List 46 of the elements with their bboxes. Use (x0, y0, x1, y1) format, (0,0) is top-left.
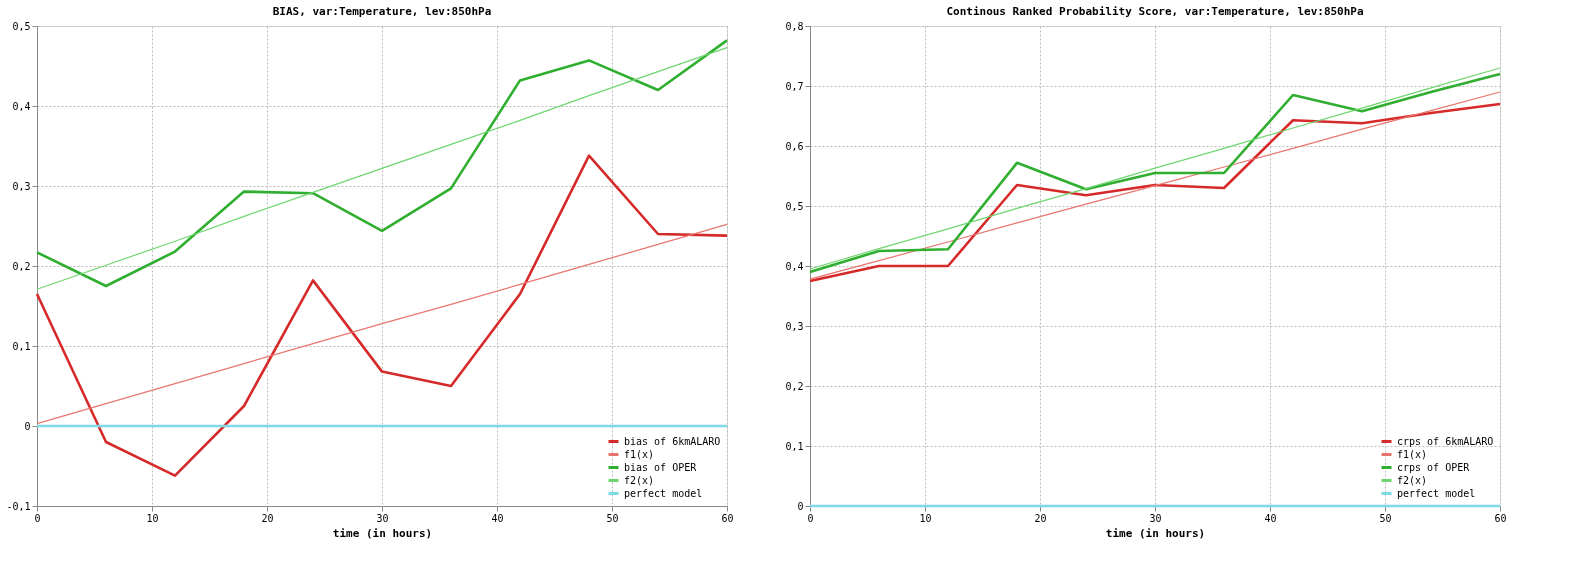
legend-label: crps of OPER (1397, 461, 1471, 473)
x-tick-label: 10 (919, 512, 932, 524)
legend-label: f2(x) (1397, 474, 1428, 486)
y-tick-label: 0,4 (12, 100, 31, 112)
x-tick-label: 20 (1034, 512, 1047, 524)
x-tick-label: 40 (1264, 512, 1277, 524)
y-tick-label: 0,5 (785, 200, 804, 212)
y-tick-label: 0 (797, 500, 804, 512)
y-tick-label: 0,6 (785, 140, 804, 152)
x-tick-label: 40 (491, 512, 504, 524)
x-axis-title: time (in hours) (332, 526, 433, 540)
y-tick-label: 0,1 (785, 440, 804, 452)
y-tick-label: 0,7 (785, 80, 804, 92)
x-tick-label: 50 (1379, 512, 1392, 524)
y-tick-label: -0,1 (6, 500, 31, 512)
line-series (35, 154, 729, 477)
x-tick-label: 60 (1494, 512, 1507, 524)
legend-label: perfect model (1397, 487, 1476, 499)
chart-title: BIAS, var:Temperature, lev:850hPa (272, 5, 492, 18)
x-tick-label: 0 (34, 512, 41, 524)
y-tick-label: 0,4 (785, 260, 804, 272)
y-tick-label: 0,2 (785, 380, 804, 392)
x-tick-label: 30 (1149, 512, 1162, 524)
legend-label: perfect model (624, 487, 703, 499)
x-tick-label: 60 (721, 512, 734, 524)
x-tick-label: 10 (146, 512, 159, 524)
line-series (36, 223, 728, 425)
chart-title: Continous Ranked Probability Score, var:Temperature, lev:850hPa (946, 5, 1364, 18)
y-tick-label: 0,8 (785, 20, 804, 32)
legend-label: crps of 6kmALARO (1397, 435, 1494, 447)
legend-label: f1(x) (624, 448, 655, 460)
x-axis-title: time (in hours) (1105, 526, 1206, 540)
legend-label: f1(x) (1397, 448, 1428, 460)
x-tick-label: 30 (376, 512, 389, 524)
y-tick-label: 0 (24, 420, 31, 432)
legend-label: f2(x) (624, 474, 655, 486)
y-tick-label: 0,3 (785, 320, 804, 332)
x-tick-label: 0 (807, 512, 814, 524)
legend-label: bias of OPER (624, 461, 698, 473)
y-tick-label: 0,2 (12, 260, 31, 272)
y-tick-label: 0,5 (12, 20, 31, 32)
legend-label: bias of 6kmALARO (624, 435, 721, 447)
y-tick-label: 0,3 (12, 180, 31, 192)
x-tick-label: 50 (606, 512, 619, 524)
x-tick-label: 20 (261, 512, 274, 524)
y-tick-label: 0,1 (12, 340, 31, 352)
